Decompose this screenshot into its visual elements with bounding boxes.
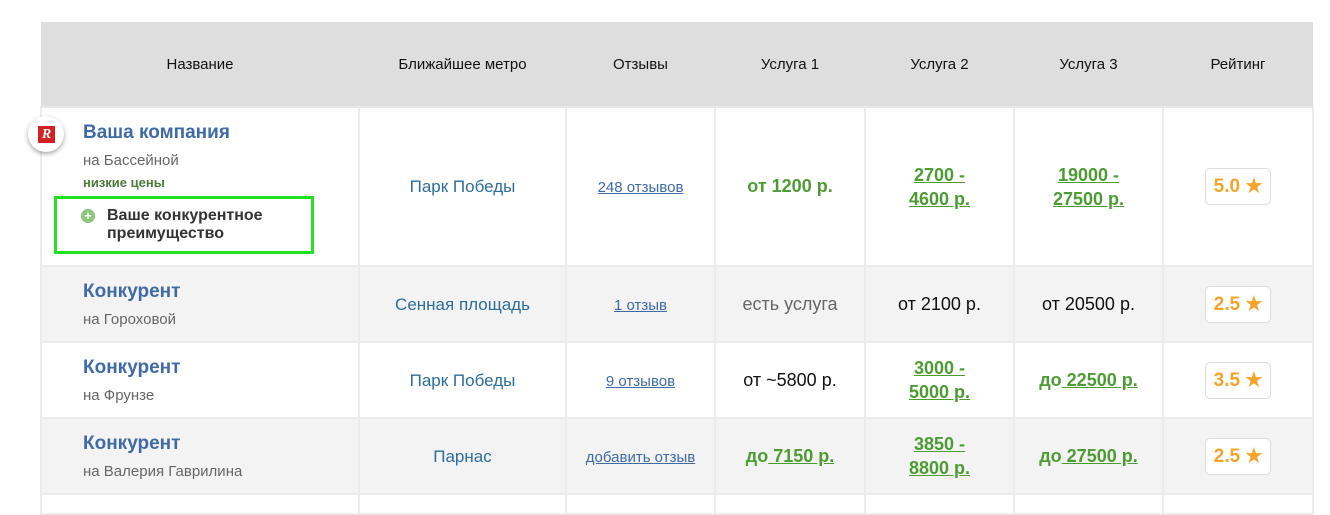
price-prefix: до bbox=[1039, 446, 1062, 466]
metro-link[interactable]: Парнас bbox=[433, 446, 492, 466]
price-link[interactable]: 22500 р. bbox=[1061, 370, 1138, 390]
table-row: Конкурент на Фрунзе Парк Победы 9 отзывов от… bbox=[40, 341, 1314, 419]
price-text: от ~5800 р. bbox=[743, 369, 837, 390]
table-row bbox=[40, 493, 1314, 515]
price-link[interactable]: 27500 р. bbox=[1061, 446, 1138, 466]
advantage-text: Ваше конкурентное преимущество bbox=[107, 207, 263, 242]
star-icon: ★ bbox=[1245, 293, 1263, 315]
company-tag: низкие цены bbox=[83, 175, 165, 190]
service-1-cell: от ~5800 р. bbox=[714, 341, 866, 419]
company-cell: Конкурент на Валерия Гаврилина bbox=[40, 417, 360, 495]
header-rating: Рейтинг bbox=[1163, 22, 1313, 108]
reviews-cell: 9 отзывов bbox=[565, 341, 716, 419]
service-1-cell: до 7150 р. bbox=[714, 417, 866, 495]
table-header: Название Ближайшее метро Отзывы Услуга 1… bbox=[41, 22, 1313, 108]
table-row: Конкурент на Гороховой Сенная площадь 1 отз… bbox=[40, 265, 1314, 343]
rating-cell: 2.5 ★ bbox=[1162, 417, 1314, 495]
reviews-cell: 248 отзывов bbox=[565, 106, 716, 267]
rating-badge: 2.5 ★ bbox=[1204, 437, 1272, 475]
header-service-2: Услуга 2 bbox=[865, 22, 1014, 108]
metro-link[interactable]: Парк Победы bbox=[409, 177, 516, 196]
table-row: R Ваша компания на Бассейной низкие цены + Ва… bbox=[28, 106, 1314, 267]
price-text: от 1200 р. bbox=[747, 176, 833, 196]
metro-cell: Парк Победы bbox=[358, 106, 567, 267]
star-icon: ★ bbox=[1245, 176, 1263, 197]
company-name-link[interactable]: Конкурент bbox=[83, 281, 181, 302]
header-metro: Ближайшее метро bbox=[359, 22, 566, 108]
price-prefix: до bbox=[745, 446, 769, 466]
rating-value: 2.5 bbox=[1213, 445, 1241, 467]
metro-cell: Парк Победы bbox=[358, 341, 567, 419]
rating-cell: 3.5 ★ bbox=[1162, 341, 1314, 419]
reviews-link[interactable]: 1 отзыв bbox=[613, 296, 668, 314]
header-service-1: Услуга 1 bbox=[715, 22, 865, 108]
price-link[interactable]: 3000 - 5000 р. bbox=[908, 358, 971, 402]
rating-badge: 3.5 ★ bbox=[1204, 361, 1272, 399]
price-text: есть услуга bbox=[742, 293, 838, 314]
reviews-cell: добавить отзыв bbox=[565, 417, 716, 495]
metro-link[interactable]: Парк Победы bbox=[409, 370, 516, 390]
service-3-cell: 19000 - 27500 р. bbox=[1013, 106, 1164, 267]
advantage-box[interactable]: + Ваше конкурентное преимущество bbox=[54, 196, 314, 254]
metro-cell: Парнас bbox=[358, 417, 567, 495]
reviews-link[interactable]: 248 отзывов bbox=[597, 179, 684, 196]
company-name-link[interactable]: Ваша компания bbox=[83, 122, 230, 143]
company-cell: R Ваша компания на Бассейной низкие цены + Ва… bbox=[28, 106, 360, 267]
company-logo: R bbox=[28, 116, 64, 152]
company-address: на Фрунзе bbox=[83, 387, 155, 404]
header-service-3: Услуга 3 bbox=[1014, 22, 1163, 108]
company-name-link[interactable]: Конкурент bbox=[83, 357, 181, 378]
company-address: на Валерия Гаврилина bbox=[83, 463, 243, 480]
rating-value: 2.5 bbox=[1213, 293, 1241, 315]
company-address: на Бассейной bbox=[83, 152, 179, 169]
price-prefix: до bbox=[1039, 370, 1062, 390]
star-icon: ★ bbox=[1245, 369, 1263, 391]
reviews-cell: 1 отзыв bbox=[565, 265, 716, 343]
table-row: Конкурент на Валерия Гаврилина Парнас добав… bbox=[40, 417, 1314, 495]
rating-badge: 5.0 ★ bbox=[1204, 168, 1272, 205]
header-name: Название bbox=[41, 22, 359, 108]
service-2-cell: 3000 - 5000 р. bbox=[864, 341, 1015, 419]
service-3-cell: до 27500 р. bbox=[1013, 417, 1164, 495]
service-1-cell: есть услуга bbox=[714, 265, 866, 343]
reviews-link[interactable]: 9 отзывов bbox=[605, 372, 676, 390]
header-reviews: Отзывы bbox=[566, 22, 715, 108]
company-cell: Конкурент на Гороховой bbox=[40, 265, 360, 343]
star-icon: ★ bbox=[1245, 445, 1263, 467]
company-cell: Конкурент на Фрунзе bbox=[40, 341, 360, 419]
service-1-cell: от 1200 р. bbox=[714, 106, 866, 267]
rating-cell: 5.0 ★ bbox=[1162, 106, 1314, 267]
plus-circle-icon: + bbox=[81, 209, 95, 223]
service-2-cell: от 2100 р. bbox=[864, 265, 1015, 343]
price-link[interactable]: 3850 - 8800 р. bbox=[908, 434, 971, 478]
rating-badge: 2.5 ★ bbox=[1204, 285, 1272, 323]
company-address: на Гороховой bbox=[83, 311, 176, 328]
rating-cell: 2.5 ★ bbox=[1162, 265, 1314, 343]
rating-value: 5.0 bbox=[1213, 176, 1241, 197]
price-text: от 2100 р. bbox=[898, 293, 981, 314]
price-link[interactable]: 7150 р. bbox=[768, 446, 835, 466]
price-link[interactable]: 19000 - 27500 р. bbox=[1052, 164, 1125, 209]
rating-value: 3.5 bbox=[1213, 369, 1241, 391]
service-3-cell: до 22500 р. bbox=[1013, 341, 1164, 419]
comparison-table: Название Ближайшее метро Отзывы Услуга 1… bbox=[28, 22, 1314, 515]
price-text: от 20500 р. bbox=[1042, 293, 1135, 314]
price-link[interactable]: 2700 - 4600 р. bbox=[908, 164, 971, 209]
service-3-cell: от 20500 р. bbox=[1013, 265, 1164, 343]
metro-link[interactable]: Сенная площадь bbox=[395, 294, 530, 314]
service-2-cell: 3850 - 8800 р. bbox=[864, 417, 1015, 495]
metro-cell: Сенная площадь bbox=[358, 265, 567, 343]
reviews-link[interactable]: добавить отзыв bbox=[585, 448, 696, 466]
service-2-cell: 2700 - 4600 р. bbox=[864, 106, 1015, 267]
company-name-link[interactable]: Конкурент bbox=[83, 433, 181, 454]
